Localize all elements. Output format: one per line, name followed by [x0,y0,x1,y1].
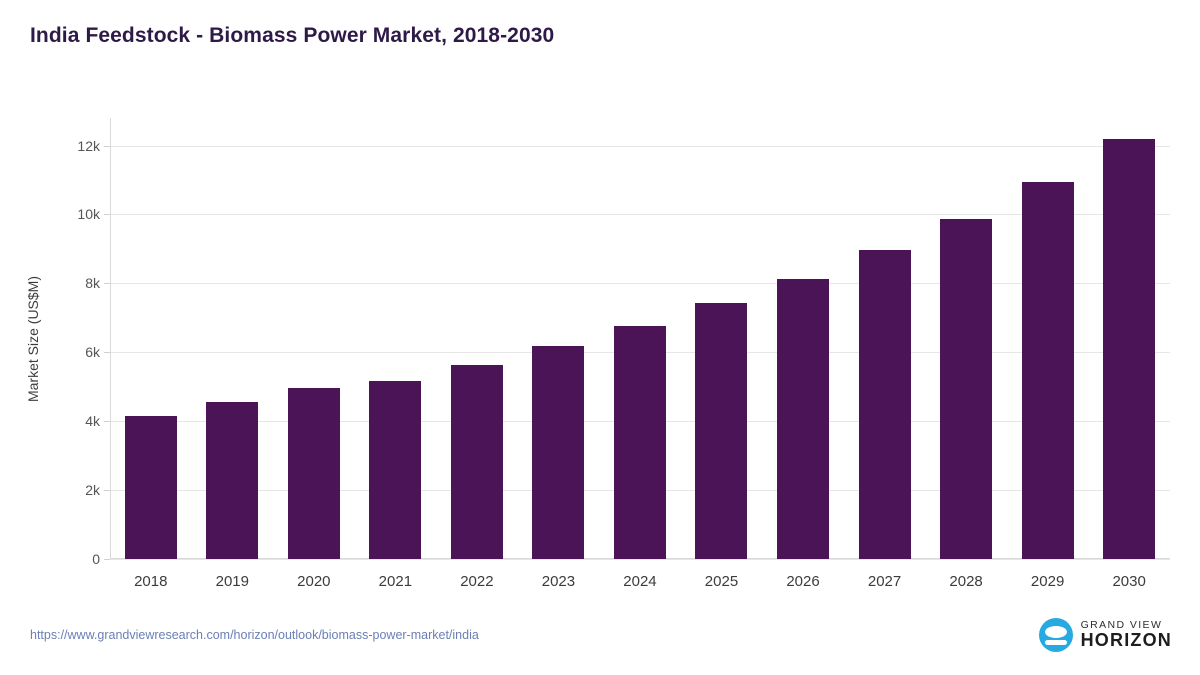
source-url[interactable]: https://www.grandviewresearch.com/horizo… [30,628,479,642]
bar[interactable] [287,388,340,559]
bar-slot: 2018 [110,118,192,590]
y-tick-mark [104,145,110,147]
y-axis-line [110,118,111,559]
x-tick-label: 2021 [378,573,413,590]
plot-area: 0 2k 4k 6k 8k 10k 12k 2018 2019 2020 2021 2022 2023… [77,118,1170,590]
x-tick-label: 2019 [215,573,249,590]
logo-bottom-label: HORIZON [1080,630,1172,651]
bar[interactable] [450,365,503,559]
y-tick-label: 10k [77,206,100,223]
bar-slot: 2030 [1088,118,1170,590]
x-tick-label: 2020 [297,573,331,590]
bar[interactable] [858,250,911,559]
y-tick-label: 6k [85,344,100,361]
x-tick-label: 2025 [704,573,739,590]
bar[interactable] [1021,181,1074,559]
bar-slot: 2024 [599,118,681,590]
x-tick-label: 2027 [867,573,902,590]
y-tick-label: 2k [85,482,100,499]
x-tick-label: 2028 [949,573,983,590]
bar-slot: 2025 [681,118,763,590]
logo-top-label: GRAND VIEW [1080,619,1163,632]
x-tick-label: 2026 [786,573,820,590]
x-tick-label: 2029 [1030,573,1065,590]
gridline [110,214,1170,216]
y-tick-mark [104,559,110,560]
x-tick-label: 2018 [134,573,168,590]
bar-slot: 2027 [844,118,926,590]
logo-text: GRAND VIEW HORIZON [1081,620,1172,650]
bar[interactable] [940,218,993,559]
bar[interactable] [124,416,177,559]
x-tick-label: 2030 [1112,573,1146,590]
brand-logo: GRAND VIEW HORIZON [1038,618,1172,652]
y-tick-label: 8k [85,275,100,292]
y-tick-mark [104,283,110,285]
y-tick-mark [104,421,110,423]
y-tick-label: 4k [85,413,100,430]
gridline [110,283,1170,285]
bar-slot: 2020 [273,118,355,590]
bar[interactable] [532,346,585,559]
y-tick-mark [104,352,110,354]
gridline [110,559,1170,560]
bar[interactable] [206,401,259,559]
bar-slot: 2021 [355,118,437,590]
y-tick-mark [104,490,110,492]
bar[interactable] [695,303,748,559]
bar-series: 2018 2019 2020 2021 2022 2023 2024 2025 2026 2027… [110,118,1170,590]
y-tick-label: 0 [92,551,100,567]
horizon-logo-icon [1038,618,1073,652]
bar[interactable] [1103,139,1156,559]
bar[interactable] [777,279,830,559]
bar-slot: 2019 [192,118,274,590]
x-tick-label: 2024 [623,573,657,590]
x-tick-label: 2022 [460,573,494,590]
gridline [110,145,1170,147]
y-tick-mark [104,214,110,216]
bar-slot: 2022 [436,118,518,590]
y-axis-title-label: Market Size (US$M) [25,275,41,402]
y-axis-title: Market Size (US$M) [22,118,44,559]
bar[interactable] [369,380,422,559]
x-tick-label: 2023 [541,573,576,590]
bar[interactable] [613,325,666,559]
y-tick-label: 12k [77,137,100,154]
bar-slot: 2026 [762,118,844,590]
bar-slot: 2028 [925,118,1007,590]
bar-slot: 2023 [518,118,600,590]
bar-slot: 2029 [1007,118,1089,590]
page-title: India Feedstock - Biomass Power Market, … [30,24,555,47]
